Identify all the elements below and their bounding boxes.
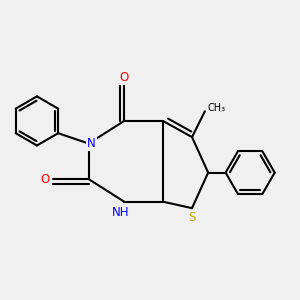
Text: NH: NH <box>112 206 130 219</box>
Text: CH₃: CH₃ <box>208 103 226 113</box>
Text: N: N <box>87 137 96 150</box>
Text: O: O <box>41 172 50 186</box>
Text: S: S <box>188 211 196 224</box>
Text: O: O <box>119 71 129 84</box>
